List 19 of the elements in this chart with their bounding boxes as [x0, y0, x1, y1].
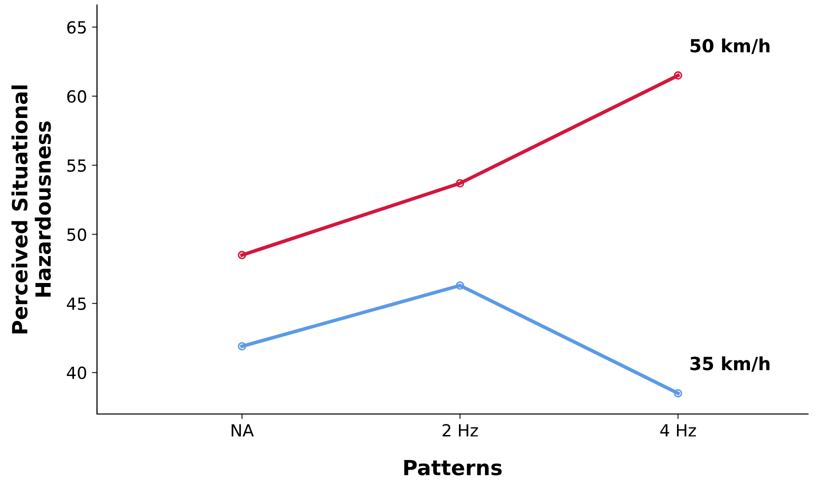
point	[456, 281, 464, 290]
y-tick-label: 55	[67, 159, 86, 172]
y-axis-title: Perceived Situational Hazardousness	[11, 85, 51, 334]
x-tick-label: NA	[232, 424, 254, 436]
point	[674, 71, 682, 80]
y-tick-label: 50	[67, 228, 86, 241]
y-tick-label: 45	[66, 298, 86, 310]
y-tick-label: 60	[67, 90, 86, 103]
point	[238, 342, 246, 350]
y-tick-label: 40	[66, 366, 86, 380]
point	[456, 179, 464, 188]
y-tick-label: 65	[67, 21, 86, 34]
x-tick-label: 2 Hz	[442, 424, 478, 436]
x-axis-title: Patterns	[404, 460, 502, 476]
point	[238, 250, 246, 260]
series-label: 50 km/h	[690, 38, 770, 54]
x-tick-label: 4 Hz	[660, 424, 696, 436]
series-label: 35 km/h	[690, 356, 770, 372]
point	[674, 389, 682, 398]
